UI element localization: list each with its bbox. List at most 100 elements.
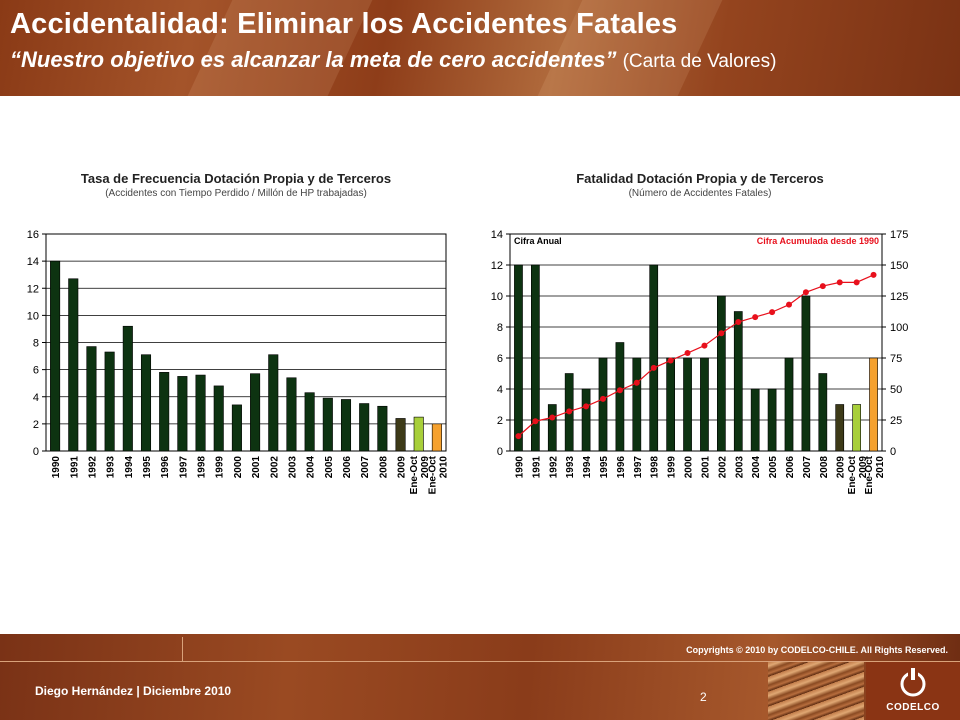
bar-1999 (213, 385, 224, 452)
logo-wordmark: CODELCO (886, 702, 940, 713)
cumulative-point (836, 279, 843, 286)
subtitle-quote: “Nuestro objetivo es alcanzar la meta de… (10, 47, 617, 72)
y-left-tick-label: 12 (491, 260, 503, 272)
presenter-text: Diego Hernández | Diciembre 2010 (35, 684, 232, 698)
slide-subtitle: “Nuestro objetivo es alcanzar la meta de… (10, 47, 776, 73)
y-tick-label: 8 (33, 338, 39, 350)
x-tick-label: 2007 (360, 456, 371, 479)
chart1-title: Tasa de Frecuencia Dotación Propia y de … (80, 171, 392, 186)
y-left-tick-label: 8 (497, 322, 503, 334)
x-tick-label: 2000 (233, 456, 244, 479)
cumulative-point (616, 387, 623, 394)
y-tick-label: 2 (33, 419, 39, 431)
page-number: 2 (700, 690, 707, 704)
bar-2000 (683, 357, 692, 452)
right-axis-label: Cifra Acumulada desde 1990 (757, 236, 879, 246)
bar-2007 (359, 403, 370, 452)
y-right-tick-label: 25 (890, 415, 902, 427)
x-tick-label: 1999 (667, 456, 678, 479)
cumulative-line (518, 274, 874, 437)
x-tick-label: 1993 (565, 456, 576, 479)
bar-1995 (140, 354, 152, 452)
bar-2005 (322, 397, 333, 452)
title-banner: Accidentalidad: Eliminar los Accidentes … (0, 0, 960, 96)
y-right-tick-label: 75 (890, 353, 902, 365)
cumulative-point (769, 309, 776, 316)
bar-2000 (231, 404, 242, 452)
cumulative-point (718, 330, 725, 337)
x-tick-label: 2008 (819, 456, 830, 479)
x-tick-label: 1991 (531, 456, 542, 479)
x-tick-label: 2001 (700, 456, 711, 479)
x-tick-label: 2010 (875, 456, 886, 479)
x-tick-label: 2005 (324, 456, 335, 479)
bar-1997 (632, 357, 642, 452)
x-tick-label: 2009 (858, 456, 869, 479)
x-tick-label: 2010 (438, 456, 449, 479)
cumulative-point (802, 289, 809, 296)
y-left-tick-label: 14 (491, 229, 503, 241)
cumulative-point (600, 395, 606, 402)
cumulative-point (684, 350, 691, 357)
bar-2005 (767, 388, 777, 452)
chart2-title: Fatalidad Dotación Propia y de Terceros (576, 171, 824, 186)
bar-ene-oct-2009 (852, 404, 861, 452)
bar-ene-oct-2010 (869, 357, 878, 452)
x-tick-label: 2002 (717, 456, 728, 479)
bar-2006 (340, 399, 352, 452)
bar-2001 (250, 373, 261, 452)
x-tick-label: 2006 (785, 456, 796, 479)
footer-divider (182, 637, 183, 661)
y-right-tick-label: 150 (890, 260, 908, 272)
y-right-tick-label: 0 (890, 446, 896, 458)
bar-2003 (733, 311, 743, 452)
subtitle-source: (Carta de Valores) (622, 51, 777, 72)
bar-1998 (195, 374, 206, 452)
x-tick-label: 1997 (178, 456, 189, 479)
x-tick-label: 1993 (106, 456, 117, 479)
bar-1992 (547, 404, 557, 452)
bar-1994 (122, 325, 133, 452)
bar-2001 (700, 357, 709, 452)
x-tick-label: 2009 (836, 456, 847, 479)
y-right-tick-label: 100 (890, 322, 908, 334)
y-tick-label: 6 (33, 365, 39, 377)
bar-1996 (159, 372, 170, 452)
bar-1990 (50, 260, 61, 452)
x-tick-label: 2005 (768, 456, 779, 479)
x-tick-label: 2006 (342, 456, 353, 479)
x-tick-label: Ene-Oct (864, 455, 875, 494)
y-left-tick-label: 10 (491, 291, 503, 303)
cumulative-point (853, 279, 860, 286)
y-tick-label: 16 (27, 229, 39, 241)
y-left-tick-label: 4 (497, 384, 503, 396)
codelco-logo: CODELCO (866, 662, 960, 720)
cumulative-point (786, 301, 792, 308)
x-tick-label: 1995 (599, 456, 610, 479)
bar-1993 (104, 351, 115, 452)
x-tick-label: Ene-Oct (847, 455, 858, 494)
x-tick-label: 1990 (514, 456, 525, 479)
y-right-tick-label: 50 (890, 384, 902, 396)
bar-2002 (717, 295, 726, 452)
x-tick-label: 1991 (69, 456, 80, 479)
fatality-chart: 0 2 4 6 8 10 12 14 0 25 50 75 100 125 150 175 Cifra Anua… (491, 229, 909, 494)
bar-1999 (666, 357, 675, 452)
y-tick-label: 4 (33, 392, 39, 404)
left-axis-label: Cifra Anual (514, 236, 562, 246)
cumulative-point (549, 414, 556, 421)
bar-2007 (801, 295, 811, 452)
x-tick-label: 2003 (734, 456, 745, 479)
x-tick-label: 2009 (420, 456, 431, 479)
x-tick-label: 2000 (684, 456, 695, 479)
bar-1991 (531, 264, 540, 452)
y-left-tick-label: 6 (497, 353, 503, 365)
cumulative-point (752, 314, 759, 321)
x-tick-label: 1996 (616, 456, 627, 479)
bar-ene-oct-2010 (431, 423, 442, 452)
x-tick-label: 2009 (397, 456, 408, 479)
copyright-text: Copyrights © 2010 by CODELCO-CHILE. All … (686, 645, 948, 655)
x-tick-label: 1998 (197, 456, 208, 479)
x-tick-label: 1992 (548, 456, 559, 479)
bar-1996 (615, 342, 625, 452)
